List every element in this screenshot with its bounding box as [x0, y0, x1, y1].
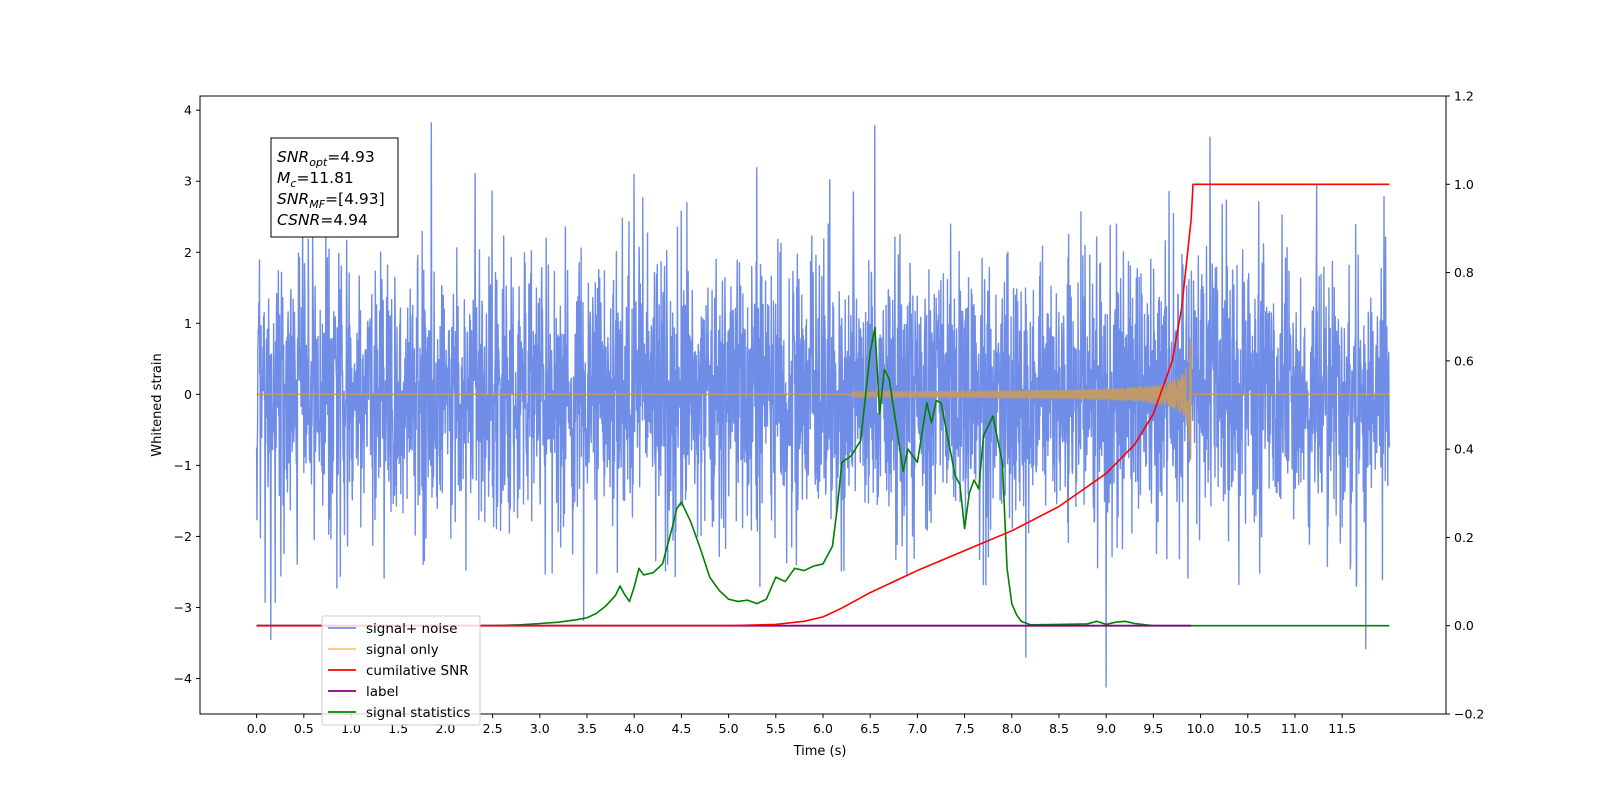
x-tick-label: 5.5	[766, 721, 786, 736]
y-tick-label: −3	[174, 600, 192, 615]
y2-tick-label: 0.2	[1454, 530, 1474, 545]
legend-label: signal statistics	[366, 705, 470, 721]
y-tick-label: 2	[184, 245, 192, 260]
series-signal-statistics-line	[256, 326, 1390, 627]
annotation-subscript: c	[290, 177, 296, 190]
y-tick-label: 3	[184, 174, 192, 189]
x-tick-label: 7.5	[955, 721, 975, 736]
x-tick-label: 8.0	[1002, 721, 1022, 736]
x-axis: 0.0 0.5 1.0 1.5 2.0 2.5 3.0 3.5 4.0 4.5 5.0 5.5 6.0 6…	[247, 714, 1356, 736]
series-signal-only-line	[256, 341, 1390, 460]
annotation-line: SNRMF=[4.93]	[277, 190, 385, 211]
annotation-value: =4.94	[320, 211, 368, 229]
y-tick-label: 4	[184, 103, 192, 118]
x-tick-label: 6.5	[860, 721, 880, 736]
y-tick-label: 0	[184, 387, 192, 402]
x-tick-label: 5.0	[719, 721, 739, 736]
series-signal-noise-line	[255, 122, 1391, 688]
annotation-value: =11.81	[296, 169, 353, 187]
x-tick-label: 4.5	[671, 721, 691, 736]
annotation-line: CSNR=4.94	[277, 211, 368, 229]
annotation-value: =4.93	[327, 148, 375, 166]
x-tick-label: 9.0	[1096, 721, 1116, 736]
annotation-frame	[270, 137, 399, 238]
y2-tick-label: 0.0	[1454, 618, 1474, 633]
legend-label: signal only	[366, 642, 439, 658]
legend: signal+ noise signal only cumilative SNR la…	[321, 615, 481, 726]
legend-label: signal+ noise	[366, 621, 457, 637]
x-tick-label: 3.5	[577, 721, 597, 736]
x-tick-label: 7.0	[907, 721, 927, 736]
annotation-line: SNRopt=4.93	[277, 148, 375, 169]
x-tick-label: 3.0	[530, 721, 550, 736]
annotation-value: =[4.93]	[325, 190, 385, 208]
y2-tick-label: 1.0	[1454, 177, 1474, 192]
annotation-subscript: MF	[309, 198, 325, 211]
x-tick-label: 11.0	[1281, 721, 1309, 736]
y-axis-right: 1.2 1.0 0.8 0.6 0.4 0.2 0.0 −0.2	[1446, 89, 1484, 722]
series-cumulative-snr-line	[256, 183, 1390, 627]
y-axis-left: 4 3 2 1 0 −1 −2 −3 −4	[174, 103, 200, 686]
x-tick-label: 10.0	[1187, 721, 1215, 736]
y2-tick-label: −0.2	[1454, 707, 1484, 722]
legend-label: cumilative SNR	[366, 663, 469, 679]
y-tick-label: −1	[174, 458, 192, 473]
annotation-symbol: SNR	[277, 190, 309, 208]
x-tick-label: 0.0	[247, 721, 267, 736]
x-tick-label: 2.5	[483, 721, 503, 736]
x-tick-label: 8.5	[1049, 721, 1069, 736]
annotation-subscript: opt	[309, 156, 328, 169]
x-tick-label: 10.5	[1234, 721, 1262, 736]
x-tick-label: 11.5	[1328, 721, 1356, 736]
y-tick-label: −4	[174, 671, 192, 686]
y-tick-label: −2	[174, 529, 192, 544]
x-tick-label: 0.5	[294, 721, 314, 736]
legend-frame	[321, 615, 481, 726]
x-tick-label: 9.5	[1143, 721, 1163, 736]
y-tick-label: 1	[184, 316, 192, 331]
y2-tick-label: 0.8	[1454, 265, 1474, 280]
x-axis-label: Time (s)	[793, 744, 847, 759]
annotation-symbol: M	[277, 169, 290, 187]
annotation-line: Mc=11.81	[277, 169, 354, 190]
y2-tick-label: 0.6	[1454, 353, 1474, 368]
annotation-symbol: CSNR	[277, 211, 320, 229]
legend-label: label	[366, 684, 399, 700]
y2-tick-label: 1.2	[1454, 89, 1474, 104]
x-tick-label: 4.0	[624, 721, 644, 736]
y2-tick-label: 0.4	[1454, 442, 1474, 457]
y-axis-label: Whitened strain	[150, 353, 165, 456]
annotation-symbol: SNR	[277, 148, 309, 166]
x-tick-label: 6.0	[813, 721, 833, 736]
